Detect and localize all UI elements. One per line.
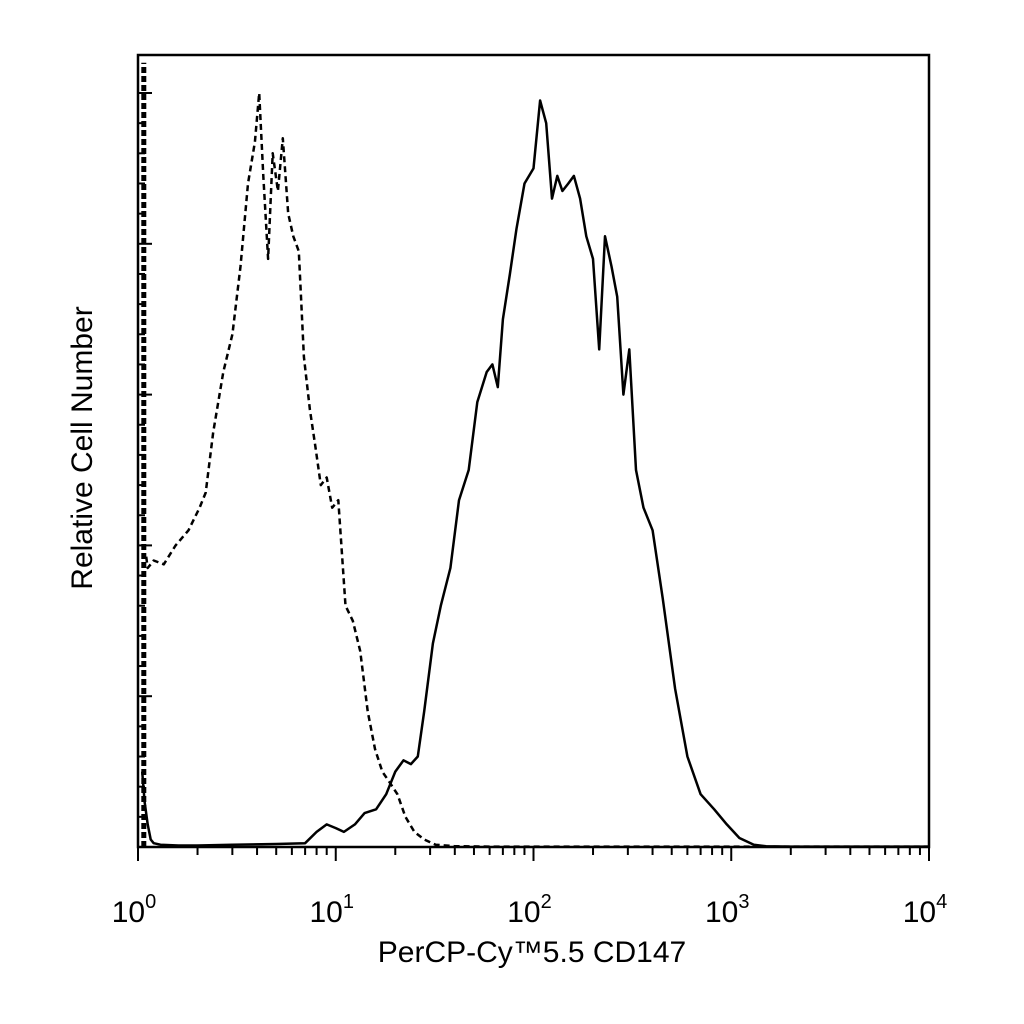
x-tick-label: 100 (112, 891, 157, 929)
x-tick-label: 104 (903, 891, 948, 929)
x-tick-label: 101 (310, 891, 355, 929)
series-layer (140, 62, 929, 848)
x-tick-label: 102 (507, 891, 552, 929)
x-tick-label: 103 (705, 891, 750, 929)
x-axis-title: PerCP-Cy™5.5 CD147 (378, 936, 686, 969)
series-line-solid (140, 99, 929, 848)
y-axis-title: Relative Cell Number (66, 306, 99, 589)
x-axis-ticks (137, 847, 930, 861)
x-tick-labels: 100 101 102 103 104 (112, 891, 948, 929)
series-line-dashed (144, 91, 929, 848)
plot-frame (136, 53, 931, 849)
